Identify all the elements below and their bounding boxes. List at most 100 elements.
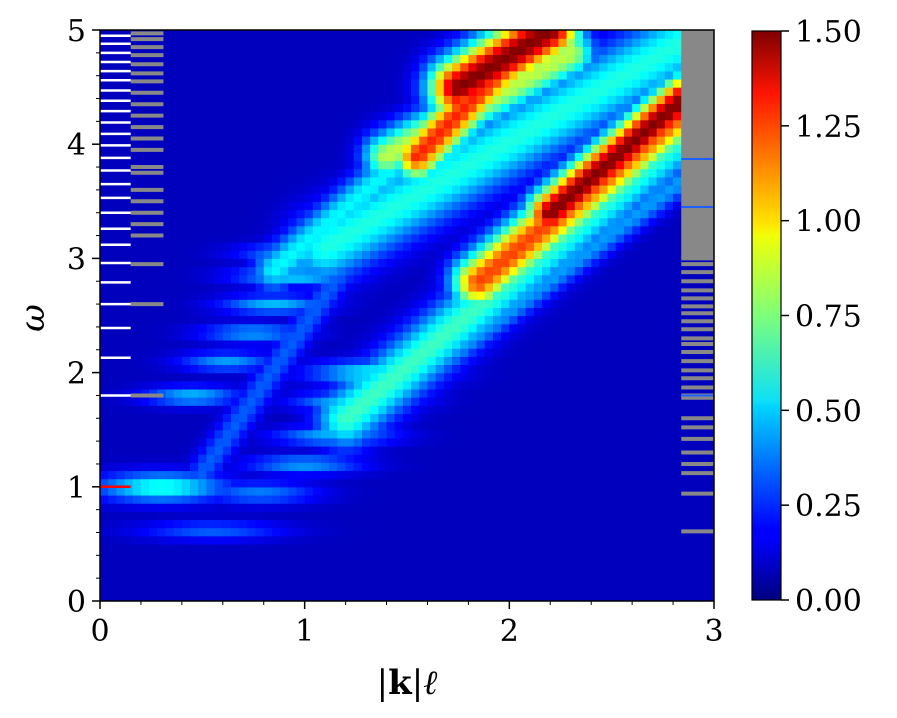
heatmap-cell <box>468 217 478 227</box>
heatmap-cell <box>681 511 691 521</box>
heatmap-cell <box>222 127 232 137</box>
heatmap-cell <box>198 323 208 333</box>
heatmap-cell <box>411 193 420 202</box>
heatmap-cell <box>648 168 658 178</box>
heatmap-cell <box>411 62 420 72</box>
heatmap-cell <box>181 136 191 145</box>
heatmap-cell <box>394 413 404 423</box>
heatmap-cell <box>591 421 600 431</box>
heatmap-cell <box>664 78 674 88</box>
heatmap-cell <box>230 339 240 349</box>
heatmap-cell <box>124 388 134 398</box>
heatmap-cell <box>288 421 298 431</box>
heatmap-cell <box>100 266 109 276</box>
heatmap-cell <box>140 405 150 414</box>
heatmap-cell <box>345 494 355 504</box>
heatmap-cell <box>124 356 134 366</box>
heatmap-cell <box>623 429 633 439</box>
heatmap-cell <box>640 348 650 357</box>
heatmap-cell <box>583 323 592 333</box>
heatmap-cell <box>648 372 658 382</box>
heatmap-cell <box>337 511 347 521</box>
heatmap-cell <box>501 258 510 268</box>
heatmap-cell <box>288 592 298 601</box>
heatmap-cell <box>230 184 240 194</box>
heatmap-cell <box>427 543 437 553</box>
heatmap-cell <box>100 568 109 578</box>
heatmap-cell <box>460 95 469 105</box>
heatmap-cell <box>370 62 379 72</box>
heatmap-cell <box>386 225 396 235</box>
heatmap-cell <box>140 266 150 276</box>
heatmap-cell <box>402 584 412 594</box>
heatmap-cell <box>361 372 371 382</box>
heatmap-cell <box>591 405 600 414</box>
heatmap-cell <box>255 527 265 537</box>
heatmap-cell <box>329 30 339 39</box>
heatmap-cell <box>124 127 134 137</box>
heatmap-cell <box>353 462 363 472</box>
heatmap-cell <box>656 315 666 325</box>
heatmap-cell <box>673 46 682 56</box>
heatmap-cells <box>100 30 714 601</box>
heatmap-cell <box>100 250 109 259</box>
heatmap-cell <box>558 209 568 219</box>
heatmap-cell <box>116 111 126 121</box>
heatmap-cell <box>263 103 273 113</box>
heatmap-cell <box>124 266 134 276</box>
heatmap-cell <box>542 380 551 390</box>
heatmap-cell <box>198 470 208 480</box>
heatmap-cell <box>361 519 371 529</box>
heatmap-cell <box>149 119 158 129</box>
heatmap-cell <box>460 503 469 512</box>
heatmap-cell <box>296 478 306 488</box>
heatmap-cell <box>239 176 248 186</box>
heatmap-cell <box>198 70 208 80</box>
heatmap-cell <box>173 160 183 170</box>
heatmap-cell <box>509 242 519 251</box>
heatmap-cell <box>558 454 568 463</box>
heatmap-cell <box>337 323 347 333</box>
heatmap-cell <box>100 144 109 153</box>
heatmap-cell <box>517 535 527 545</box>
heatmap-cell <box>198 127 208 137</box>
heatmap-cell <box>599 168 609 178</box>
heatmap-cell <box>198 454 208 463</box>
heatmap-cell <box>321 388 330 398</box>
heatmap-cell <box>632 160 641 170</box>
heatmap-cell <box>157 462 167 472</box>
heatmap-cell <box>124 168 134 178</box>
heatmap-cell <box>280 348 289 357</box>
heatmap-cell <box>542 291 551 300</box>
heatmap-cell <box>517 299 527 308</box>
heatmap-cell <box>468 454 478 463</box>
heatmap-cell <box>509 209 519 219</box>
heatmap-cell <box>337 478 347 488</box>
heatmap-cell <box>280 543 289 553</box>
heatmap-cell <box>664 266 674 276</box>
heatmap-cell <box>411 519 420 529</box>
heatmap-cell <box>337 274 347 284</box>
heatmap-cell <box>452 503 461 512</box>
heatmap-cell <box>402 217 412 227</box>
heatmap-cell <box>599 397 609 406</box>
heatmap-cell <box>239 95 248 105</box>
heatmap-cell <box>100 274 109 284</box>
heatmap-cell <box>640 282 650 292</box>
heatmap-cell <box>206 552 216 561</box>
heatmap-cell <box>255 307 265 317</box>
heatmap-cell <box>435 54 445 64</box>
heatmap-cell <box>402 519 412 529</box>
heatmap-cell <box>484 503 494 512</box>
heatmap-cell <box>198 184 208 194</box>
heatmap-cell <box>550 331 560 341</box>
heatmap-cell <box>615 405 625 414</box>
heatmap-cell <box>656 486 666 496</box>
heatmap-cell <box>615 592 625 601</box>
heatmap-cell <box>149 307 158 317</box>
heatmap-cell <box>632 315 641 325</box>
heatmap-cell <box>361 331 371 341</box>
heatmap-cell <box>452 437 461 447</box>
heatmap-cell <box>419 511 429 521</box>
heatmap-cell <box>574 87 584 96</box>
